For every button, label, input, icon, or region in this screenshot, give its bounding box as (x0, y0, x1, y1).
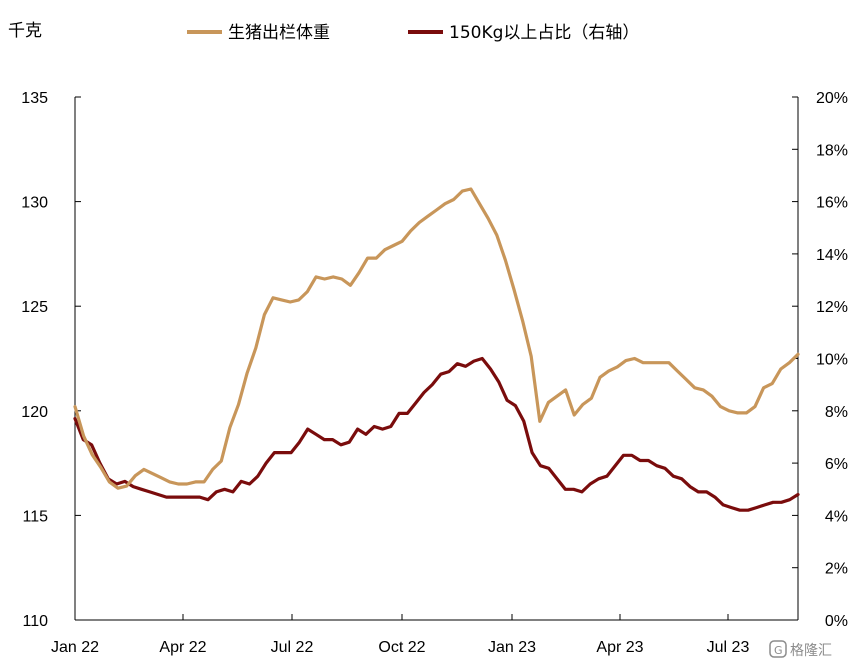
brand-logo-icon (769, 640, 787, 658)
series-line-weight (73, 187, 800, 490)
left-tick-label: 120 (21, 404, 48, 421)
right-tick-label: 12% (816, 299, 848, 316)
x-tick-label: Apr 23 (596, 639, 643, 656)
x-axis-ticks: Jan 22 Apr 22 Jul 22 Oct 22 Jan 23 Apr 23 Jul … (51, 614, 749, 656)
right-axis-ticks: 0% 2% 4% 6% 8% 10% 12% 14% 16% 18% 20% (792, 90, 848, 630)
left-tick-label: 125 (21, 299, 48, 316)
x-tick-label: Jul 22 (271, 639, 314, 656)
right-tick-label: 4% (825, 508, 848, 525)
right-tick-label: 2% (825, 561, 848, 578)
left-axis-unit: 千克 (8, 21, 42, 41)
x-tick-label: Oct 22 (378, 639, 425, 656)
watermark-text: 格隆汇 (790, 643, 832, 659)
left-tick-label: 115 (22, 508, 48, 525)
watermark: G 格隆汇 (769, 640, 832, 659)
legend-label-weight: 生猪出栏体重 (228, 23, 330, 43)
x-tick-label: Jan 23 (488, 639, 536, 656)
x-tick-label: Jul 23 (707, 639, 750, 656)
left-tick-label: 110 (22, 613, 48, 630)
legend: 生猪出栏体重 150Kg以上占比（右轴） (187, 23, 639, 43)
x-tick-label: Jan 22 (51, 639, 99, 656)
left-tick-label: 130 (21, 195, 48, 212)
right-tick-label: 6% (825, 456, 848, 473)
series-lines (73, 187, 800, 512)
right-tick-label: 8% (825, 404, 848, 421)
left-axis-ticks: 110 115 120 125 130 135 (21, 90, 81, 630)
right-tick-label: 0% (825, 613, 848, 630)
x-tick-label: Apr 22 (159, 639, 206, 656)
right-tick-label: 14% (816, 247, 848, 264)
axes (74, 97, 799, 621)
right-tick-label: 20% (816, 90, 848, 107)
svg-text:G: G (774, 644, 783, 657)
right-tick-label: 16% (816, 195, 848, 212)
left-tick-label: 135 (21, 90, 48, 107)
right-tick-label: 10% (816, 352, 848, 369)
legend-label-share: 150Kg以上占比（右轴） (449, 23, 639, 43)
series-line-share (73, 356, 800, 512)
right-tick-label: 18% (816, 142, 848, 159)
